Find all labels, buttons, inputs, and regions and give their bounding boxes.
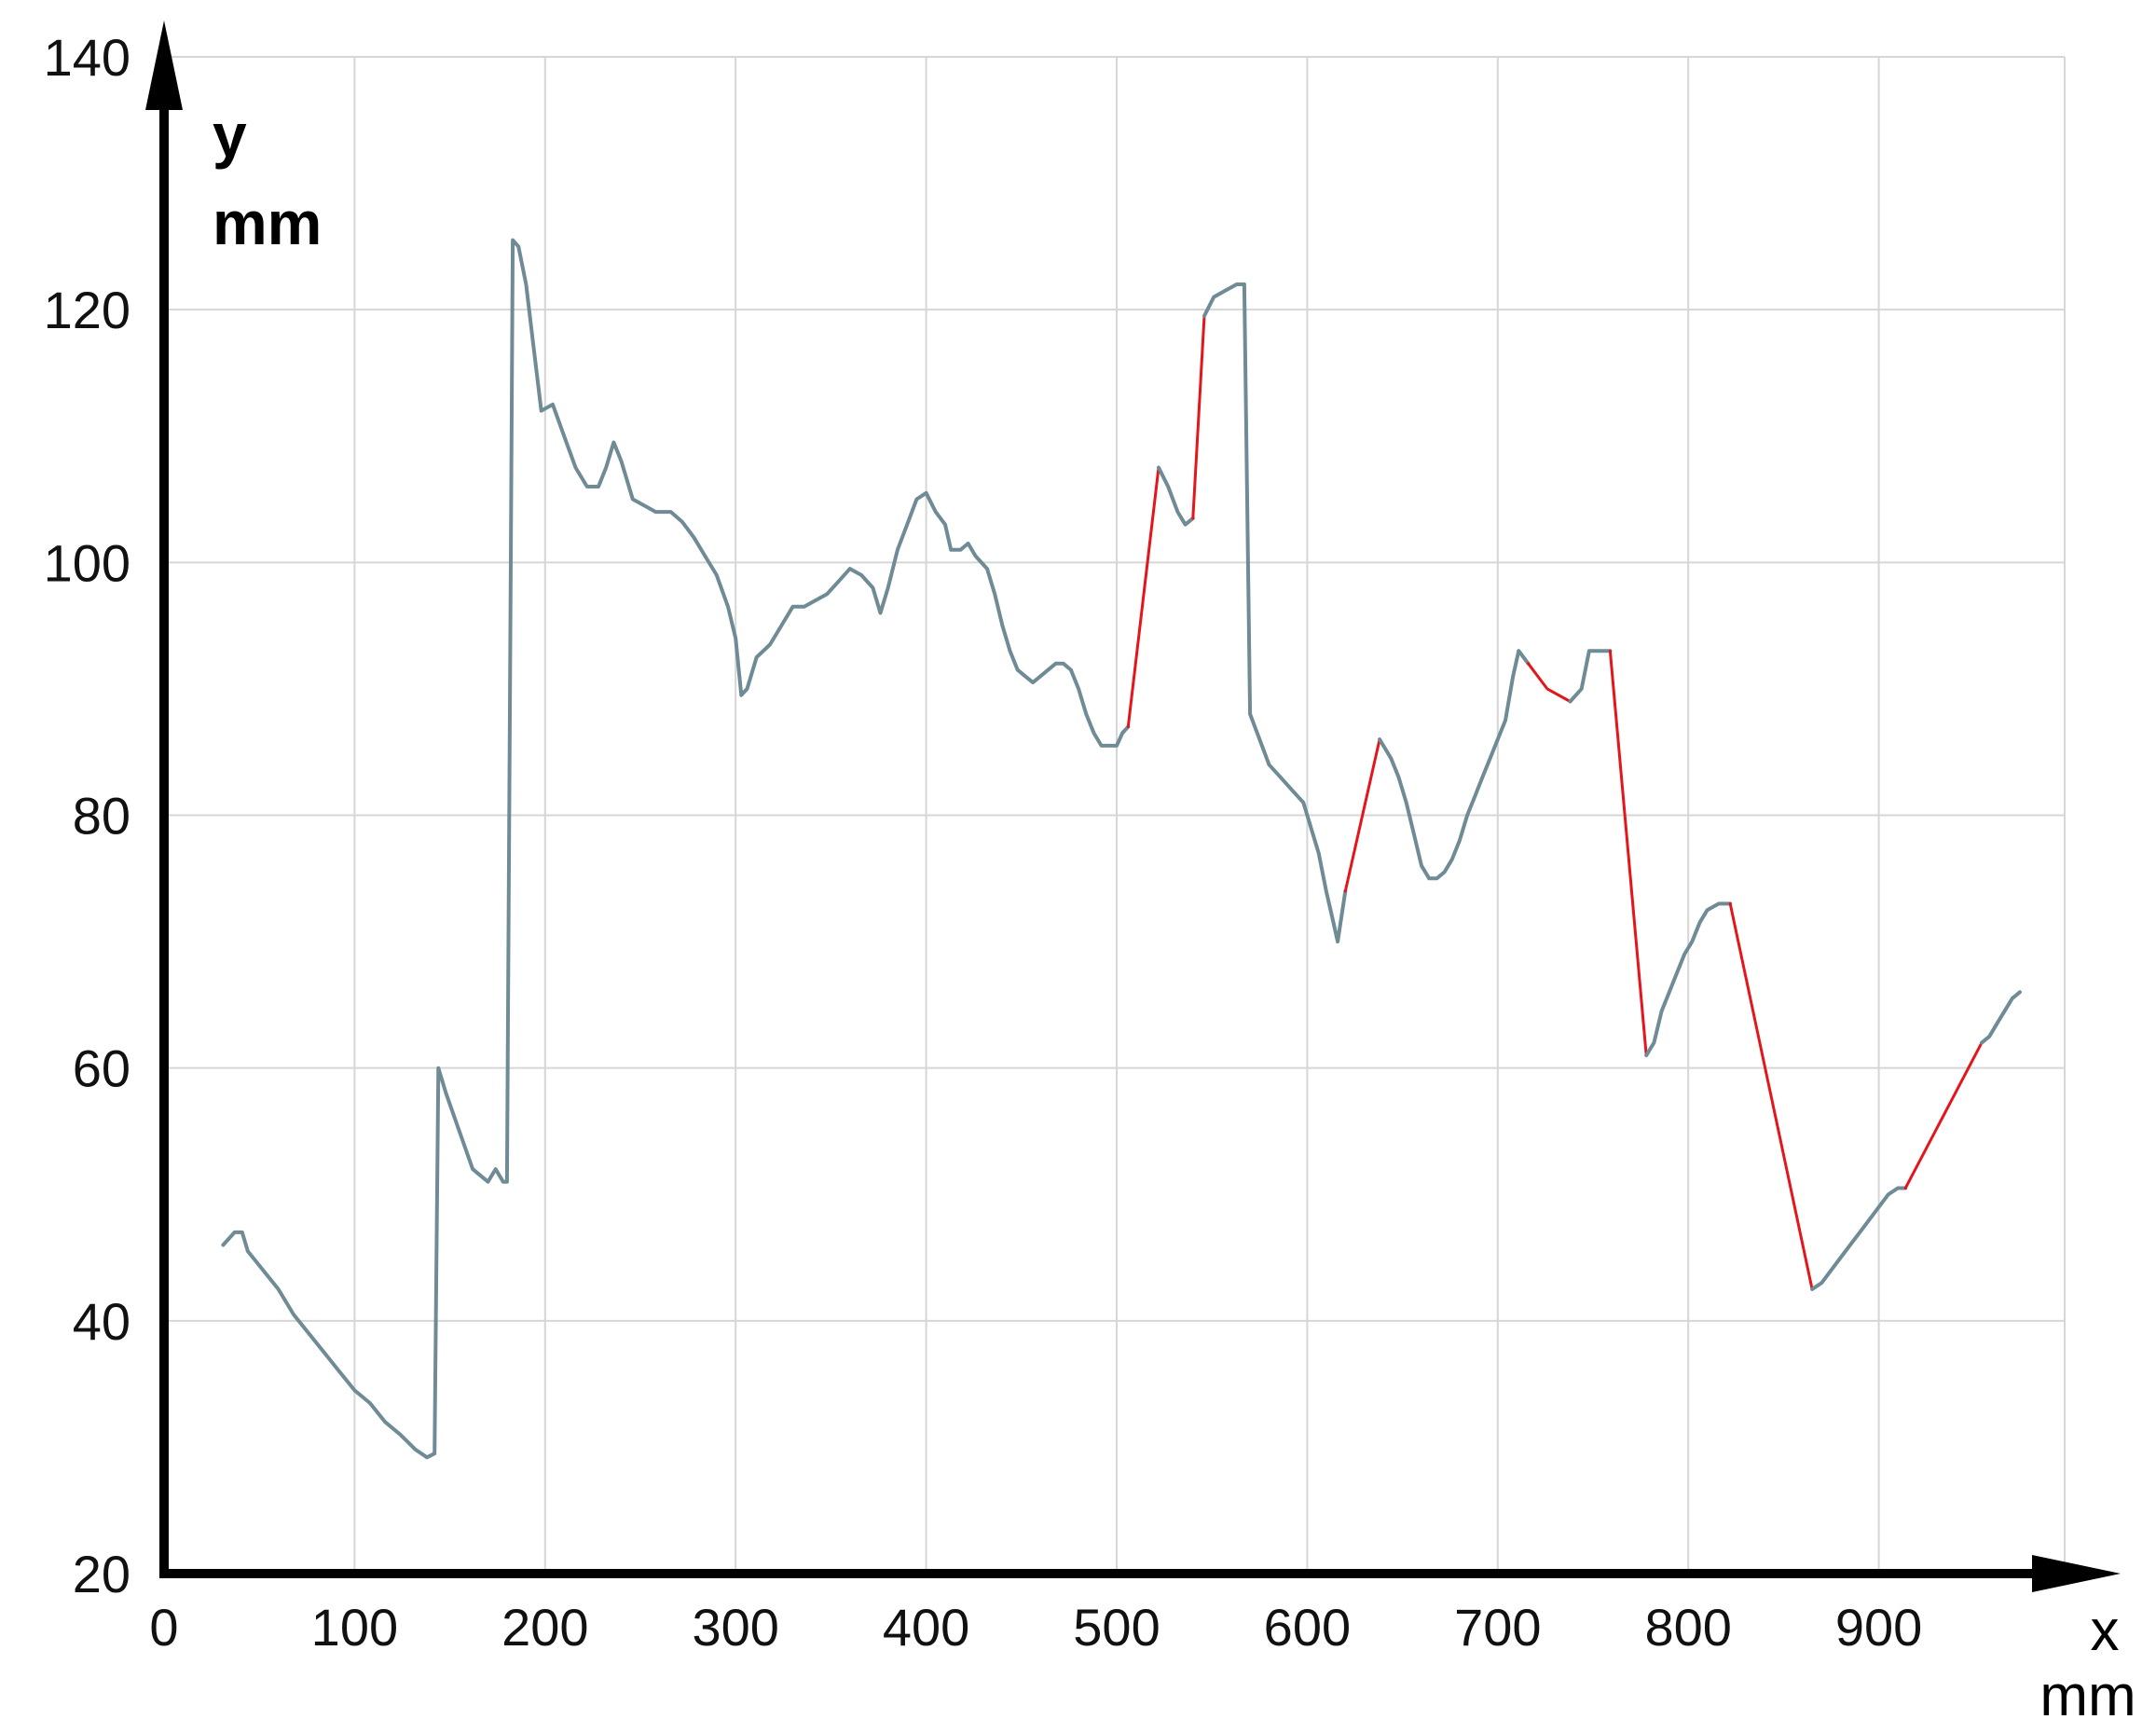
x-tick-label: 400 <box>883 1598 969 1657</box>
measured-profile-line <box>1568 649 1613 704</box>
x-tick-label: 300 <box>692 1598 778 1657</box>
interpolated-segment <box>1903 1041 1984 1190</box>
x-tick-label: 700 <box>1454 1598 1541 1657</box>
interpolated-segment <box>1191 314 1206 520</box>
x-axis-arrowhead <box>2032 1555 2121 1592</box>
x-tick-label: 900 <box>1835 1598 1922 1657</box>
axis-titles: y mm x mm <box>213 101 2136 1728</box>
y-axis-label: y <box>213 101 247 170</box>
axes <box>145 21 2121 1592</box>
measured-profile-line <box>1810 1186 1908 1291</box>
x-axis-label: x <box>2091 1599 2120 1663</box>
y-tick-label: 120 <box>44 281 130 339</box>
tick-labels: 0 100 200 300 400 500 600 700 800 900 20 40 60 80 100 1… <box>44 28 1923 1657</box>
y-axis-arrowhead <box>145 21 183 110</box>
measured-profile-line <box>1157 465 1195 527</box>
interpolated-segment <box>1527 662 1572 703</box>
interpolated-segment <box>1608 649 1648 1057</box>
interpolated-segment <box>1343 737 1381 893</box>
y-tick-label: 140 <box>44 28 130 87</box>
grid-lines <box>164 56 2066 1574</box>
measured-profile-line <box>1980 990 2022 1045</box>
x-tick-label: 800 <box>1644 1598 1731 1657</box>
y-tick-label: 20 <box>73 1545 130 1603</box>
measured-profile-line <box>1202 282 1348 944</box>
measured-profile-line <box>1378 649 1531 881</box>
data-series <box>221 238 2022 1460</box>
interpolated-segment <box>1126 466 1160 729</box>
measured-profile-line <box>221 238 1131 1460</box>
y-tick-label: 80 <box>73 787 130 846</box>
x-tick-label: 0 <box>149 1598 178 1657</box>
y-tick-label: 100 <box>44 533 130 592</box>
y-tick-label: 40 <box>73 1292 130 1351</box>
interpolated-segment <box>1728 901 1814 1291</box>
y-axis-unit: mm <box>213 188 322 257</box>
x-tick-label: 600 <box>1264 1598 1351 1657</box>
y-tick-label: 60 <box>73 1039 130 1098</box>
x-tick-label: 200 <box>501 1598 588 1657</box>
x-tick-label: 500 <box>1073 1598 1160 1657</box>
x-axis-unit: mm <box>2039 1664 2135 1728</box>
x-tick-label: 100 <box>311 1598 398 1657</box>
measured-profile-line <box>1644 901 1733 1058</box>
